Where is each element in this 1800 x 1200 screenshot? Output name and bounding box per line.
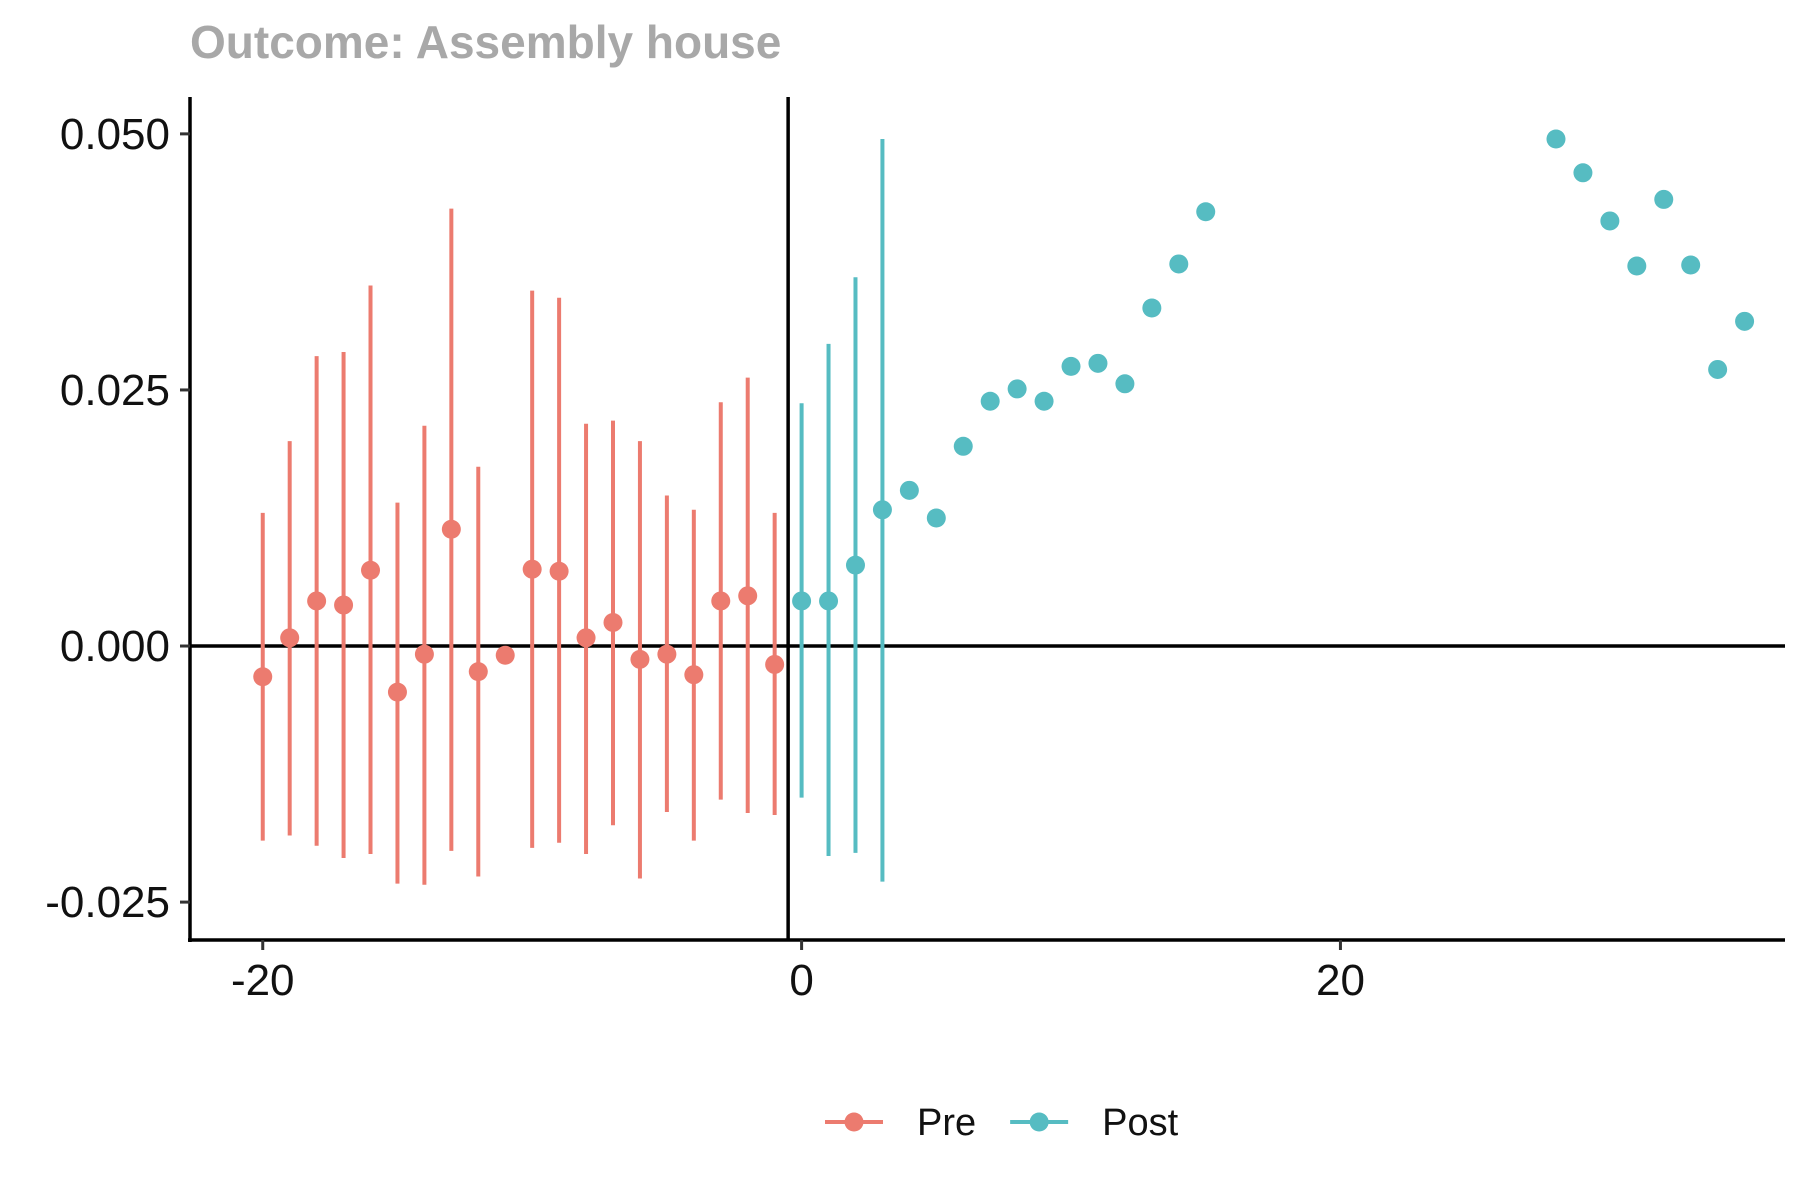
data-point (1169, 254, 1189, 274)
legend-item-post: Post (1010, 1102, 1179, 1144)
data-point (926, 508, 946, 528)
y-tick-label: 0.000 (60, 622, 170, 671)
plot-area (190, 97, 1785, 940)
data-point (576, 628, 596, 648)
data-point (738, 586, 758, 606)
data-point (657, 644, 677, 664)
data-point (280, 628, 300, 648)
data-point (1007, 379, 1027, 399)
data-point (845, 555, 865, 575)
legend-key-point (1029, 1112, 1049, 1132)
data-point (549, 561, 569, 581)
series-post (792, 129, 1755, 882)
data-point (1142, 298, 1162, 318)
data-point (307, 591, 327, 611)
data-point (1196, 202, 1216, 222)
data-point (899, 480, 919, 500)
data-point (1654, 189, 1674, 209)
data-point (1034, 391, 1054, 411)
data-point (468, 662, 488, 682)
chart-title: Outcome: Assembly house (190, 16, 781, 68)
legend-item-pre: Pre (825, 1102, 976, 1144)
data-point (1735, 311, 1755, 331)
data-point (1115, 374, 1135, 394)
data-point (495, 645, 515, 665)
y-tick-label: -0.025 (45, 878, 170, 927)
data-point (334, 595, 354, 615)
data-point (414, 644, 434, 664)
y-tick-label: 0.025 (60, 366, 170, 415)
data-point (387, 682, 407, 702)
data-point (441, 519, 461, 539)
data-point (1546, 129, 1566, 149)
data-point (361, 560, 381, 580)
data-point (1681, 255, 1701, 275)
x-tick-label: 0 (789, 956, 813, 1005)
data-point (1627, 256, 1647, 276)
x-tick-label: 20 (1316, 956, 1365, 1005)
data-point (603, 612, 623, 632)
data-point (1708, 359, 1728, 379)
data-point (522, 559, 542, 579)
data-point (792, 591, 812, 611)
data-point (684, 665, 704, 685)
x-tick-label: -20 (231, 956, 295, 1005)
data-point (953, 436, 973, 456)
series-pre (253, 208, 785, 885)
data-point (253, 667, 273, 687)
data-point (1600, 211, 1620, 231)
data-point (1573, 163, 1593, 183)
y-tick-label: 0.050 (60, 110, 170, 159)
legend-label: Pre (917, 1102, 976, 1144)
y-axis: -0.025 0.000 0.025 0.050 (45, 97, 192, 942)
data-point (1061, 356, 1081, 376)
data-point (630, 649, 650, 669)
data-point (1088, 353, 1108, 373)
legend: Pre Post (825, 1102, 1179, 1144)
data-point (711, 591, 731, 611)
data-point (765, 654, 785, 674)
x-axis: -20 0 20 (188, 938, 1785, 1005)
legend-key-point (844, 1112, 864, 1132)
legend-label: Post (1102, 1102, 1178, 1144)
data-point (980, 391, 1000, 411)
data-point (872, 500, 892, 520)
data-point (819, 591, 839, 611)
